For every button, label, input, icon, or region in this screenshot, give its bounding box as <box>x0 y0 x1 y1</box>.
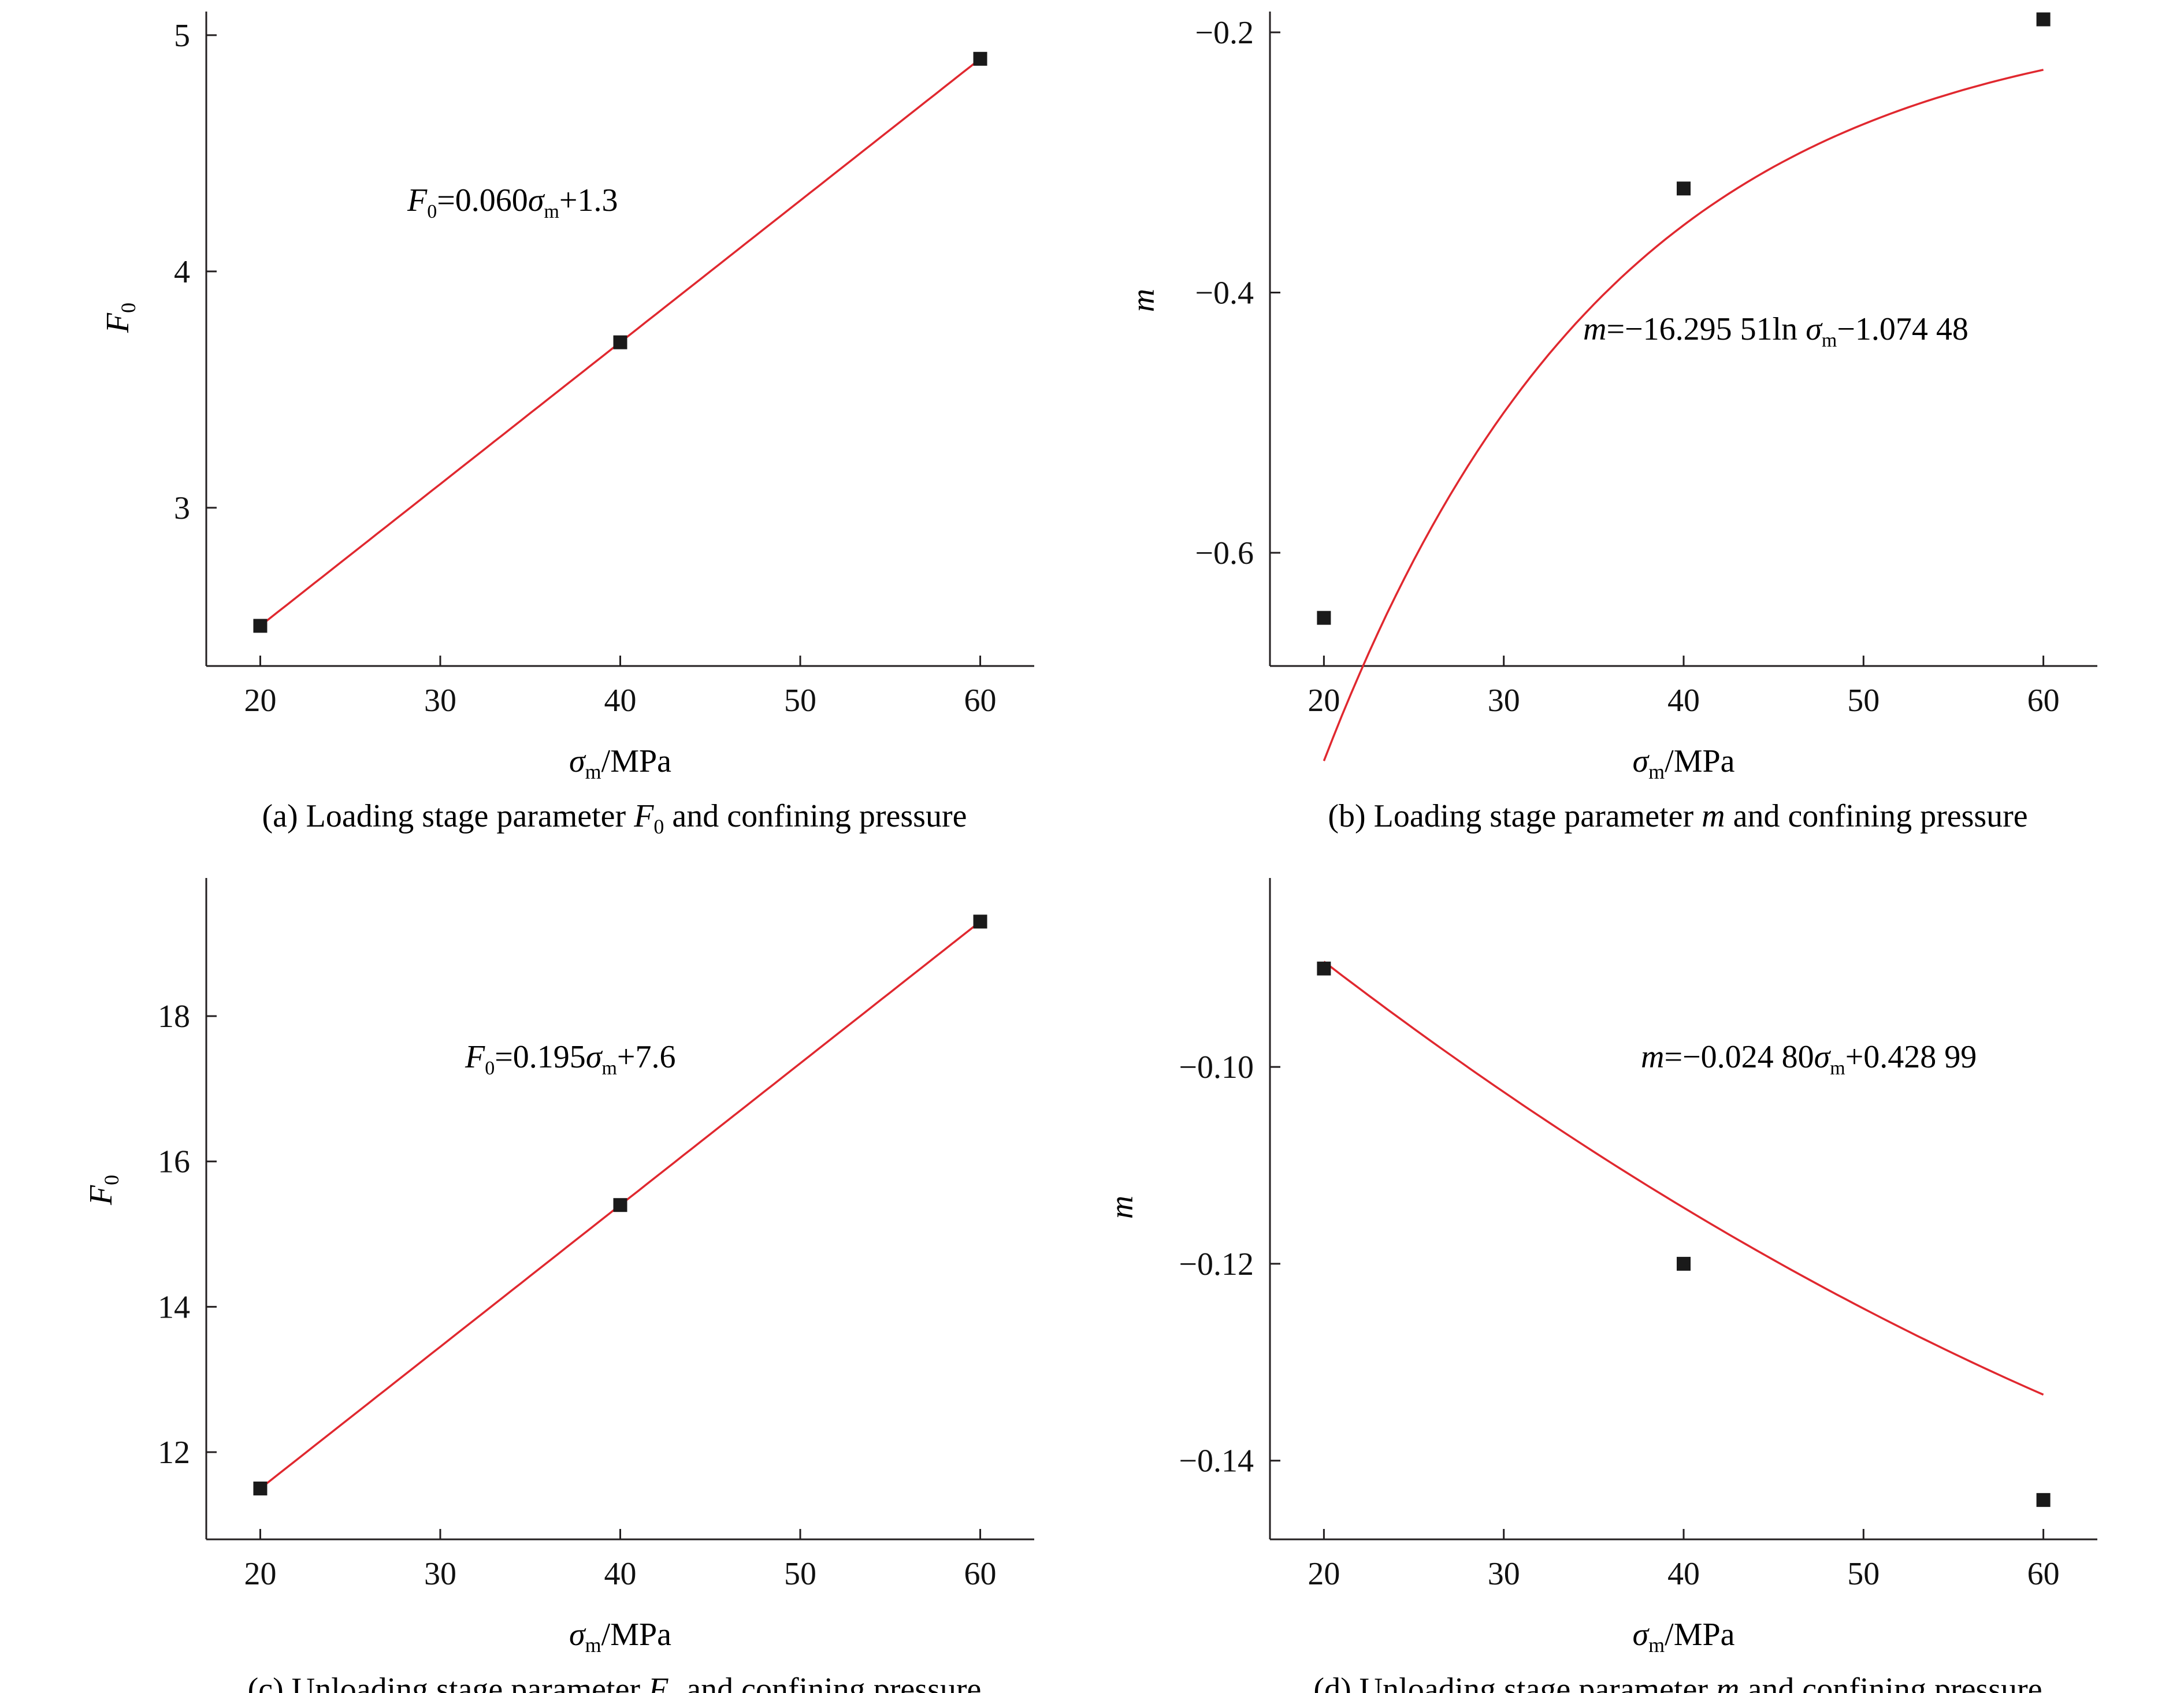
fit-line <box>1323 69 2044 761</box>
y-tick-label: −0.2 <box>1195 15 1254 51</box>
x-tick-label: 40 <box>1667 683 1700 719</box>
axes-a: 20 30 40 50 60 3 4 5 <box>174 12 1034 719</box>
y-axis-label-b: m <box>1126 289 1161 312</box>
data-point <box>613 1198 627 1212</box>
fit-curve-d <box>1323 961 2044 1396</box>
equation-c: F0=0.195σm+7.6 <box>465 1039 675 1079</box>
axes-c: 20 30 40 50 60 12 14 16 18 <box>158 878 1034 1592</box>
y-tick-label: 5 <box>174 18 190 54</box>
x-tick-label: 30 <box>1488 1556 1520 1592</box>
equation-d: m=−0.024 80σm+0.428 99 <box>1641 1039 1977 1079</box>
x-tick-label: 30 <box>424 1556 456 1592</box>
x-tick-label: 20 <box>1308 1556 1340 1592</box>
data-point <box>2036 12 2051 27</box>
x-tick-label: 60 <box>964 1556 997 1592</box>
x-tick-label: 30 <box>424 683 456 719</box>
x-axis-label-d: σm/MPa <box>1633 1617 1735 1657</box>
data-point <box>1317 611 1331 625</box>
x-tick-label: 60 <box>2027 1556 2060 1592</box>
equation-a: F0=0.060σm+1.3 <box>407 183 618 222</box>
x-tick-label: 20 <box>1308 683 1340 719</box>
y-axis-label-c: F0 <box>83 1175 123 1205</box>
data-point <box>613 335 627 349</box>
x-axis-label-c: σm/MPa <box>569 1617 671 1657</box>
fit-line <box>1323 961 2044 1396</box>
x-tick-label: 50 <box>784 683 816 719</box>
y-tick-label: −0.4 <box>1195 276 1254 311</box>
y-axis-label-a: F0 <box>100 303 140 333</box>
x-tick-label: 20 <box>244 683 276 719</box>
axes-d: 20 30 40 50 60 −0.14 −0.12 −0.10 <box>1179 878 2097 1592</box>
x-tick-label: 20 <box>244 1556 276 1592</box>
panel-b: 20 30 40 50 60 −0.6 −0.4 −0.2 m=−16.295 51ln σm… <box>1126 12 2097 834</box>
axes-b: 20 30 40 50 60 −0.6 −0.4 −0.2 <box>1195 12 2097 719</box>
data-point <box>973 914 987 929</box>
caption-c: (c) Unloading stage parameter F0 and con… <box>248 1672 982 1693</box>
data-points-c <box>253 914 987 1495</box>
panel-d: 20 30 40 50 60 −0.14 −0.12 −0.10 m=−0.024 80σm+… <box>1104 878 2097 1693</box>
data-points-b <box>1317 12 2051 625</box>
y-tick-label: 16 <box>158 1144 190 1180</box>
y-tick-label: 4 <box>174 254 190 290</box>
x-tick-label: 30 <box>1488 683 1520 719</box>
panel-c: 20 30 40 50 60 12 14 16 18 F0=0.195σm+7.6 σm/MPa… <box>83 878 1034 1693</box>
data-point <box>253 1481 268 1495</box>
y-tick-label: −0.10 <box>1179 1050 1254 1085</box>
x-tick-label: 60 <box>964 683 997 719</box>
equation-b: m=−16.295 51ln σm−1.074 48 <box>1583 311 1968 351</box>
x-axis-label-a: σm/MPa <box>569 743 671 783</box>
x-axis-label-b: σm/MPa <box>1633 743 1735 783</box>
y-tick-label: 3 <box>174 490 190 526</box>
x-tick-label: 60 <box>2027 683 2060 719</box>
data-point <box>253 619 268 633</box>
x-tick-label: 40 <box>1667 1556 1700 1592</box>
y-axis-label-d: m <box>1104 1196 1140 1219</box>
y-tick-label: −0.12 <box>1179 1247 1254 1282</box>
x-tick-label: 50 <box>1847 1556 1880 1592</box>
data-points-d <box>1317 961 2051 1507</box>
fit-curve-b <box>1323 69 2044 761</box>
data-point <box>973 51 987 66</box>
panel-a: 20 30 40 50 60 3 4 5 F0=0.060σm+1.3 σm/MPa F0 (… <box>100 12 1034 838</box>
data-point <box>2036 1493 2051 1507</box>
caption-a: (a) Loading stage parameter F0 and confi… <box>262 798 967 838</box>
data-point <box>1317 961 1331 976</box>
data-points-a <box>253 51 987 633</box>
y-tick-label: 12 <box>158 1435 190 1471</box>
y-tick-label: 18 <box>158 999 190 1035</box>
data-point <box>1677 1256 1691 1271</box>
y-tick-label: −0.6 <box>1195 535 1254 571</box>
caption-b: (b) Loading stage parameter m and confin… <box>1328 798 2027 834</box>
x-tick-label: 40 <box>604 683 637 719</box>
data-point <box>1677 181 1691 196</box>
y-tick-label: 14 <box>158 1289 190 1325</box>
x-tick-label: 50 <box>1847 683 1880 719</box>
y-tick-label: −0.14 <box>1179 1443 1254 1479</box>
x-tick-label: 40 <box>604 1556 637 1592</box>
x-tick-label: 50 <box>784 1556 816 1592</box>
caption-d: (d) Unloading stage parameter m and conf… <box>1313 1672 2042 1693</box>
